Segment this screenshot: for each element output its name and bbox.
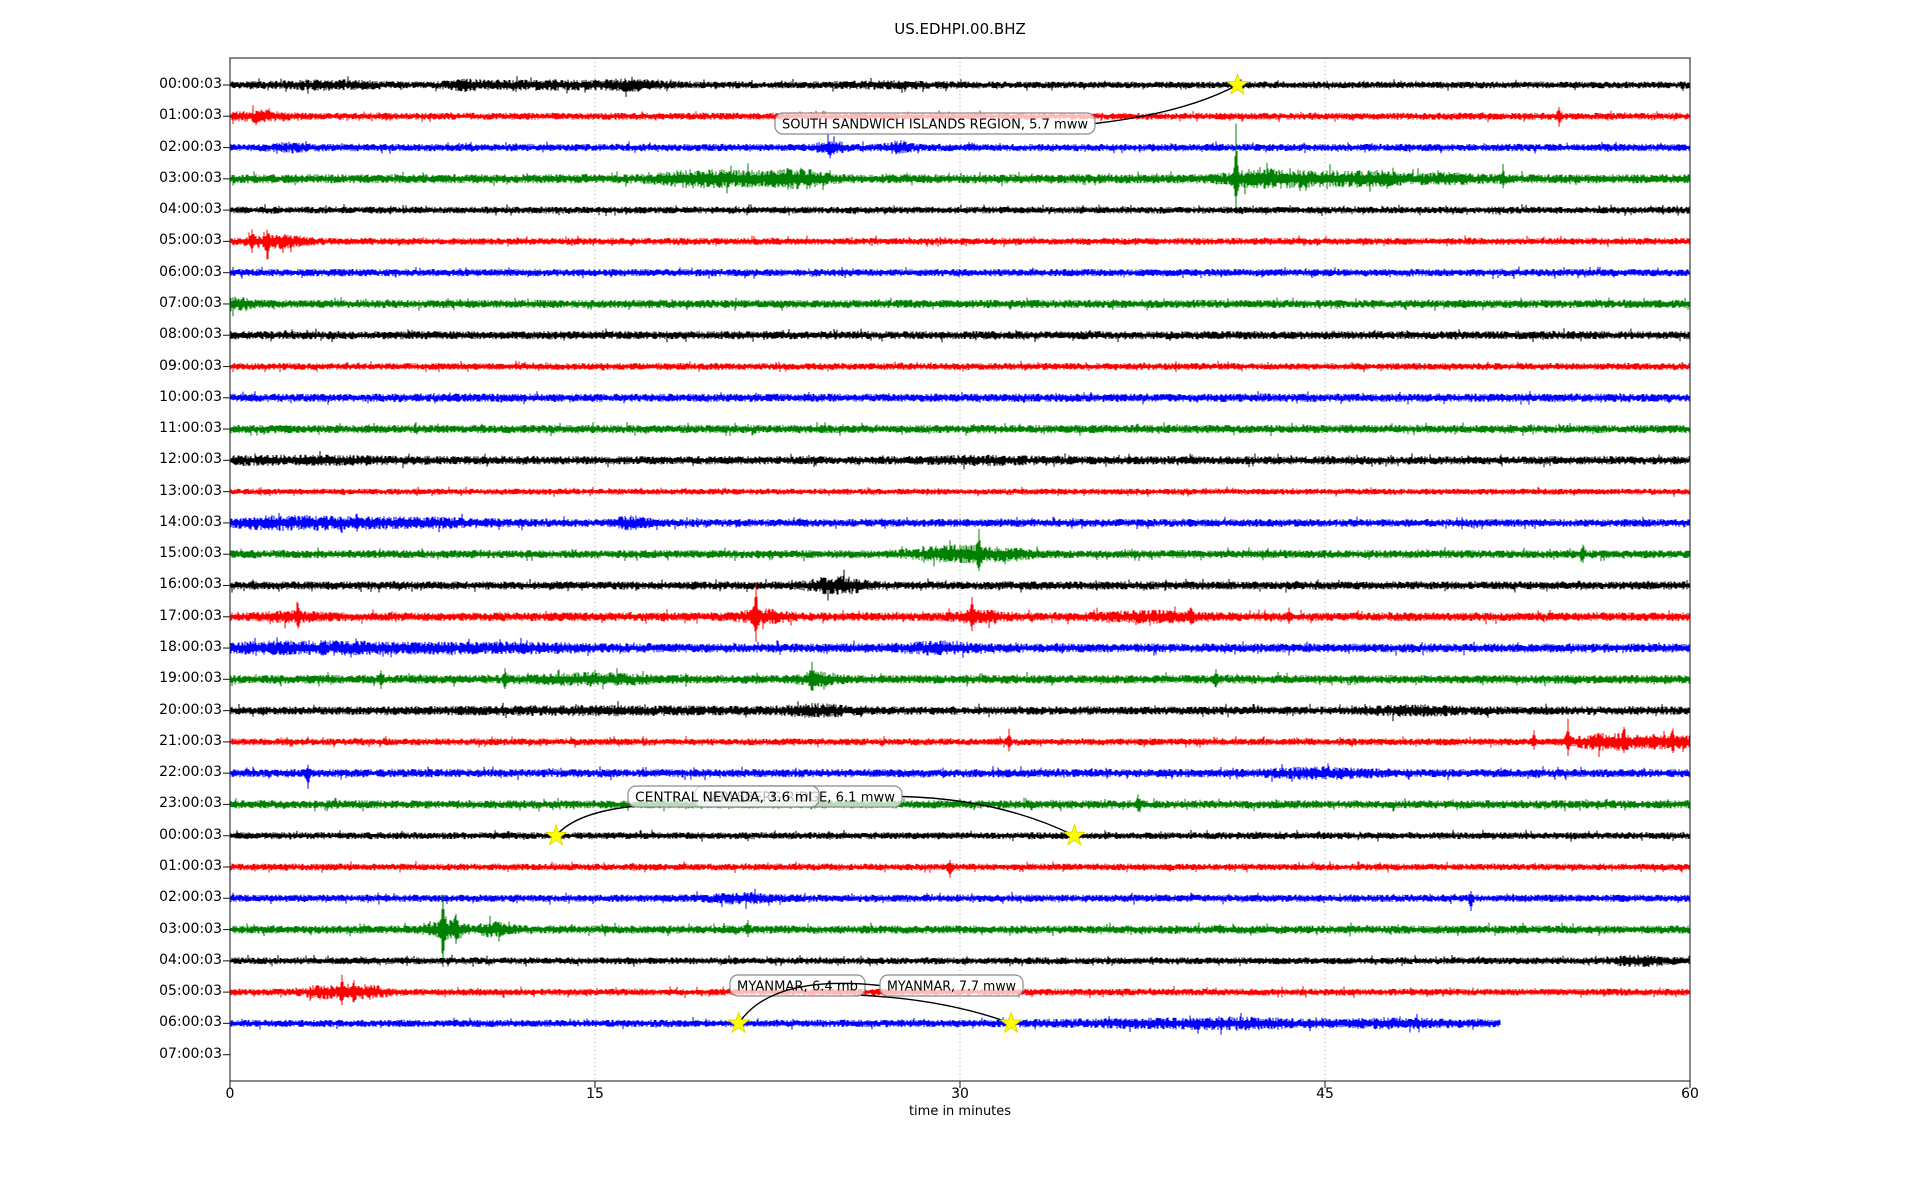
- trace-row-28: [230, 954, 1690, 967]
- event-label-text: CENTRAL NEVADA, 3.6 ml: [635, 790, 812, 806]
- trace-row-24: [230, 829, 1690, 842]
- event-label-box: [627, 785, 820, 808]
- y-tick-label: 13:00:03: [159, 482, 222, 499]
- event-arrow: [901, 795, 1075, 837]
- y-tick-label: 06:00:03: [159, 263, 222, 280]
- trace-row-17: [230, 582, 1690, 642]
- y-tick-label: 02:00:03: [159, 138, 222, 155]
- y-tick-label: 11:00:03: [159, 420, 222, 437]
- trace-row-29: [230, 974, 1690, 1006]
- trace-row-4: [230, 204, 1690, 217]
- y-tick-label: 15:00:03: [159, 545, 222, 562]
- trace-row-14: [230, 512, 1690, 534]
- y-tick-label: 18:00:03: [159, 639, 222, 656]
- event-annotation: MYANMAR, 6.4 mb: [729, 974, 866, 997]
- y-tick-label: 09:00:03: [159, 357, 222, 374]
- event-annotation: SOUTH SANDWICH ISLANDS REGION, 5.7 mww: [774, 112, 1096, 135]
- trace-row-20: [230, 701, 1690, 722]
- event-label-text: SOUTH SANDWICH ISLANDS REGION, 5.7 mww: [782, 117, 1088, 133]
- y-tick-label: 04:00:03: [159, 951, 222, 968]
- y-tick-label: 16:00:03: [159, 576, 222, 593]
- plot-title: US.EDHPI.00.BHZ: [894, 20, 1026, 38]
- y-tick-label: 03:00:03: [159, 920, 222, 937]
- y-tick-label: 21:00:03: [159, 732, 222, 749]
- event-star-icon: [999, 1011, 1023, 1034]
- trace-row-21: [230, 718, 1690, 757]
- trace-row-11: [230, 422, 1690, 437]
- y-tick-label: 20:00:03: [159, 701, 222, 718]
- y-tick-label: 10:00:03: [159, 388, 222, 405]
- event-arrow: [555, 805, 637, 837]
- trace-row-18: [230, 637, 1690, 658]
- x-tick-label: 60: [1681, 1086, 1699, 1102]
- y-tick-label: 01:00:03: [159, 107, 222, 124]
- x-tick-label: 0: [225, 1086, 235, 1102]
- y-tick-label: 07:00:03: [159, 294, 222, 311]
- trace-group: [230, 76, 1690, 1035]
- trace-row-2: [230, 133, 1690, 159]
- trace-row-27: [230, 895, 1690, 968]
- trace-row-15: [230, 529, 1690, 571]
- trace-row-23: [230, 794, 1690, 813]
- y-tick-label: 01:00:03: [159, 858, 222, 874]
- trace-row-19: [230, 661, 1690, 691]
- trace-row-12: [230, 451, 1690, 470]
- y-tick-label: 00:00:03: [159, 76, 222, 92]
- y-tick-label: 05:00:03: [159, 232, 222, 249]
- y-tick-label: 06:00:03: [159, 1014, 222, 1031]
- trace-row-16: [230, 569, 1690, 601]
- y-tick-label: 02:00:03: [159, 889, 222, 906]
- x-tick-label: 45: [1316, 1086, 1334, 1102]
- event-label-box: [729, 974, 866, 997]
- trace-row-30: [230, 1013, 1501, 1035]
- event-star-icon: [544, 823, 568, 846]
- y-tick-label: 22:00:03: [159, 764, 222, 781]
- y-tick-label: 07:00:03: [159, 1045, 222, 1062]
- trace-row-6: [230, 266, 1690, 279]
- event-label-box: [774, 112, 1096, 135]
- event-star-icon: [726, 1011, 751, 1034]
- y-tick-label: 19:00:03: [159, 670, 222, 687]
- y-tick-label: 12:00:03: [159, 451, 222, 468]
- event-annotation: MYANMAR, 7.7 mww: [879, 974, 1024, 997]
- y-tick-label: 14:00:03: [159, 513, 222, 530]
- trace-row-0: [230, 76, 1690, 97]
- trace-row-9: [230, 360, 1690, 373]
- x-axis-label: time in minutes: [908, 1104, 1012, 1119]
- y-tick-label: 03:00:03: [159, 169, 222, 186]
- trace-row-3: [230, 123, 1690, 214]
- trace-row-25: [230, 859, 1690, 878]
- trace-row-8: [230, 328, 1690, 343]
- y-tick-label: 04:00:03: [159, 201, 222, 218]
- event-label-text: MYANMAR, 6.4 mb: [737, 979, 858, 995]
- tick-marks: [223, 84, 1691, 1088]
- event-label-box: [879, 974, 1024, 997]
- trace-row-5: [230, 229, 1690, 260]
- trace-row-7: [230, 296, 1690, 317]
- trace-row-10: [230, 391, 1690, 405]
- y-tick-label: 00:00:03: [159, 826, 222, 843]
- y-tick-label: 08:00:03: [159, 326, 222, 343]
- event-star-icon: [1225, 72, 1250, 95]
- trace-row-26: [230, 888, 1690, 911]
- y-tick-label: 17:00:03: [159, 607, 222, 624]
- trace-row-13: [230, 486, 1690, 497]
- x-tick-label: 15: [586, 1086, 604, 1102]
- y-tick-label: 05:00:03: [159, 983, 222, 1000]
- trace-row-22: [230, 763, 1690, 789]
- event-arrow: [1094, 84, 1238, 125]
- event-star-icon: [1062, 823, 1086, 846]
- event-label-text: MYANMAR, 7.7 mww: [887, 979, 1016, 995]
- event-arrow: [856, 994, 1012, 1025]
- y-tick-label: 23:00:03: [159, 795, 222, 812]
- event-annotation: CENTRAL NEVADA, 3.6 ml: [627, 785, 820, 808]
- event-arrow: [738, 982, 881, 1024]
- x-tick-label: 30: [951, 1086, 969, 1102]
